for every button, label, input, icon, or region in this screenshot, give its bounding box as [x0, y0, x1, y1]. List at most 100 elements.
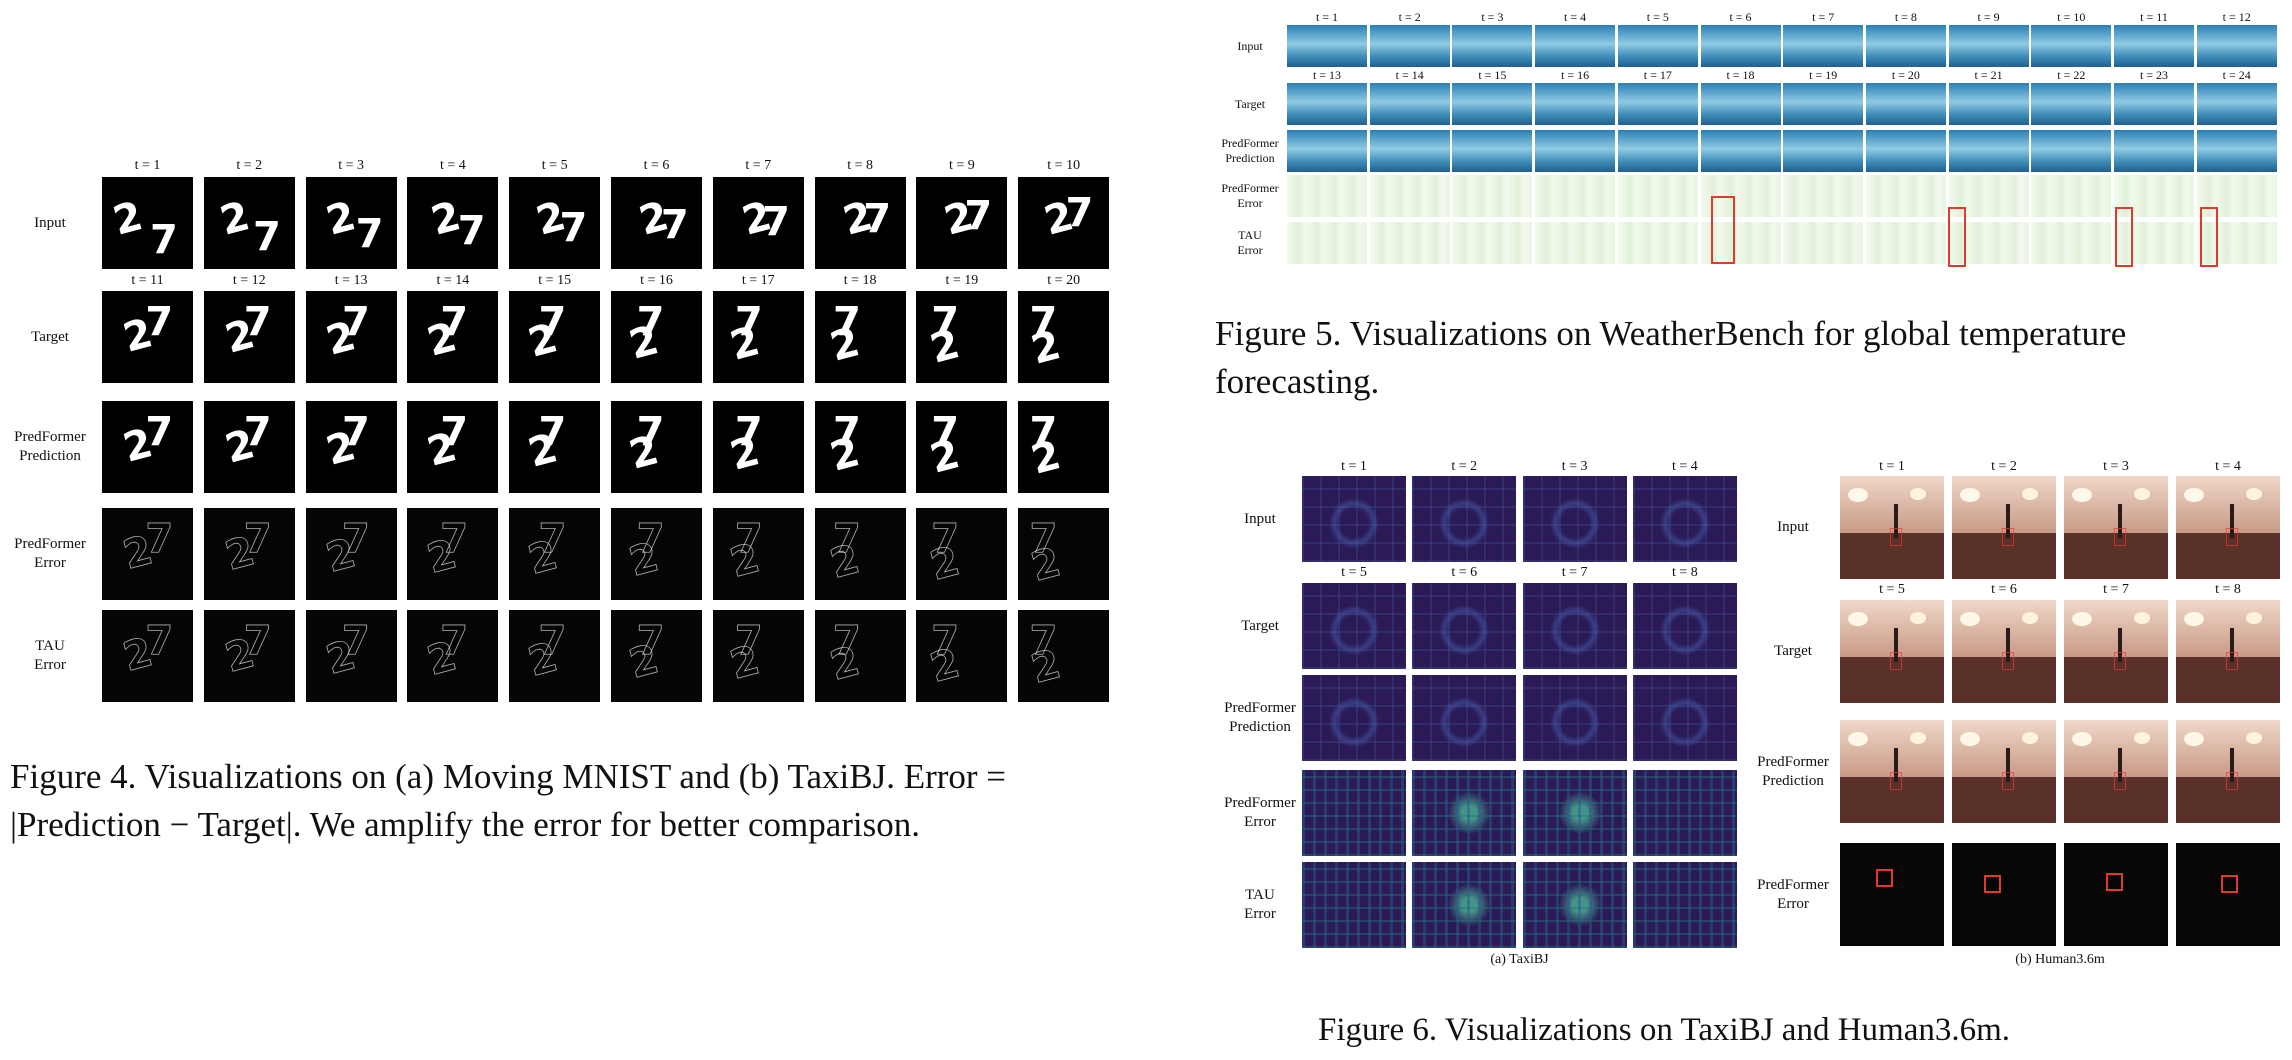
- fig5-frame: [1369, 175, 1450, 217]
- room-wall: [1952, 476, 2056, 533]
- fig5-frame: [2031, 175, 2112, 217]
- fig5-frame: [1452, 25, 1533, 67]
- room-light: [2022, 612, 2038, 624]
- fig5-frame: [1617, 25, 1698, 67]
- fig5-frame: [2196, 175, 2277, 217]
- fig6b-row-label: Input: [1777, 519, 1809, 535]
- digit-mark: 7: [833, 409, 861, 455]
- person-figure: [1894, 504, 1898, 538]
- fig4-row-label: PredFormer Prediction: [14, 429, 86, 464]
- fig4-caption: Figure 4. Visualizations on (a) Moving M…: [10, 757, 1007, 844]
- fig5-frame: [1865, 130, 1946, 172]
- human-highlight-box: [1890, 652, 1902, 670]
- fig5-frame: [1617, 175, 1698, 217]
- fig5-frame: [1369, 130, 1450, 172]
- fig5-row-label: PredFormer Prediction: [1221, 136, 1279, 165]
- human-error-box: [1984, 875, 2001, 893]
- fig5-frame: [1452, 175, 1533, 217]
- digit-mark: 7: [734, 516, 763, 563]
- digit-mark: 7: [636, 299, 665, 345]
- room-light: [1910, 488, 1926, 500]
- human-highlight-box: [2226, 772, 2238, 790]
- person-figure: [2230, 628, 2234, 662]
- room-wall: [2064, 476, 2168, 533]
- digit-mark: 7: [457, 208, 486, 254]
- fig4-mid-time-label: t = 11: [131, 273, 164, 288]
- fig5-row-label: Input: [1237, 38, 1263, 53]
- fig6b-frame: [1840, 720, 1944, 823]
- fig5-frame: [1535, 25, 1616, 67]
- digit-mark: 7: [863, 196, 892, 242]
- fig5-top-time-label: t = 5: [1646, 10, 1669, 24]
- digit-mark: 7: [145, 516, 174, 563]
- fig5-frame: [2114, 130, 2194, 172]
- fig4-top-time-label: t = 3: [338, 158, 364, 173]
- fig5-frame: [1865, 83, 1946, 125]
- fig5-frame: [1783, 175, 1864, 217]
- fig6b-frame: [1840, 843, 1944, 946]
- fig6b-top-time-label: t = 1: [1879, 459, 1905, 474]
- fig4-row-label: PredFormer Error: [14, 536, 86, 571]
- fig6a-frame: [1412, 583, 1517, 669]
- fig6a-frame: [1412, 862, 1517, 948]
- human-highlight-box: [2002, 528, 2014, 546]
- taxi-grid-pattern: [1412, 476, 1517, 562]
- fig6b-subcaption: (b) Human3.6m: [2015, 952, 2105, 967]
- digit-mark: 7: [636, 618, 665, 665]
- fig5-frame: [1287, 25, 1367, 67]
- fig5-mid-time-label: t = 13: [1312, 68, 1342, 82]
- fig4-top-time-label: t = 4: [439, 158, 466, 173]
- room-light: [2184, 732, 2204, 746]
- fig6a-row-label: Target: [1241, 617, 1279, 634]
- room-wall: [1840, 600, 1944, 657]
- room-light: [2072, 488, 2092, 502]
- fig6b-row-label: Target: [1774, 643, 1812, 659]
- fig5-frame: [1865, 25, 1946, 67]
- fig6b-top-time-label: t = 3: [2103, 459, 2129, 474]
- room-light: [2134, 488, 2150, 500]
- digit-mark: 7: [342, 618, 371, 665]
- room-wall: [1840, 476, 1944, 533]
- room-light: [1848, 612, 1868, 626]
- person-figure: [2006, 504, 2010, 538]
- taxi-grid-pattern: [1302, 476, 1406, 562]
- digit-mark: 7: [145, 409, 174, 455]
- fig6b-mid-time-label: t = 6: [1991, 582, 2017, 597]
- human-error-box: [2106, 873, 2123, 891]
- fig6b-frame: [1952, 843, 2056, 946]
- fig4-row-label: TAU Error: [34, 638, 66, 673]
- fig6a-frame: [1632, 583, 1737, 669]
- room-wall: [1840, 720, 1944, 777]
- human-error-box: [2221, 875, 2238, 893]
- fig4-mid-time-label: t = 19: [945, 273, 979, 288]
- fig6a-frame: [1632, 862, 1737, 948]
- fig5-frame: [1783, 25, 1864, 67]
- fig4-mid-time-label: t = 17: [741, 273, 775, 288]
- fig5-frame: [1948, 130, 2029, 172]
- fig5-frame: [1783, 130, 1864, 172]
- fig5-mid-time-label: t = 20: [1891, 68, 1920, 82]
- fig6a-frame: [1632, 770, 1737, 856]
- human-highlight-box: [2002, 652, 2014, 670]
- fig6a-frame: [1522, 675, 1627, 761]
- taxi-grid-pattern: [1302, 583, 1406, 669]
- fig5-frame: [1700, 222, 1781, 264]
- fig6a-frame: [1302, 862, 1406, 948]
- digit-mark: 2: [321, 193, 361, 245]
- taxi-grid-pattern: [1302, 675, 1406, 761]
- human-highlight-box: [2114, 772, 2126, 790]
- fig5-frame: [2196, 130, 2277, 172]
- fig6a-mid-time-label: t = 5: [1341, 565, 1367, 580]
- fig5-frame: [1865, 175, 1946, 217]
